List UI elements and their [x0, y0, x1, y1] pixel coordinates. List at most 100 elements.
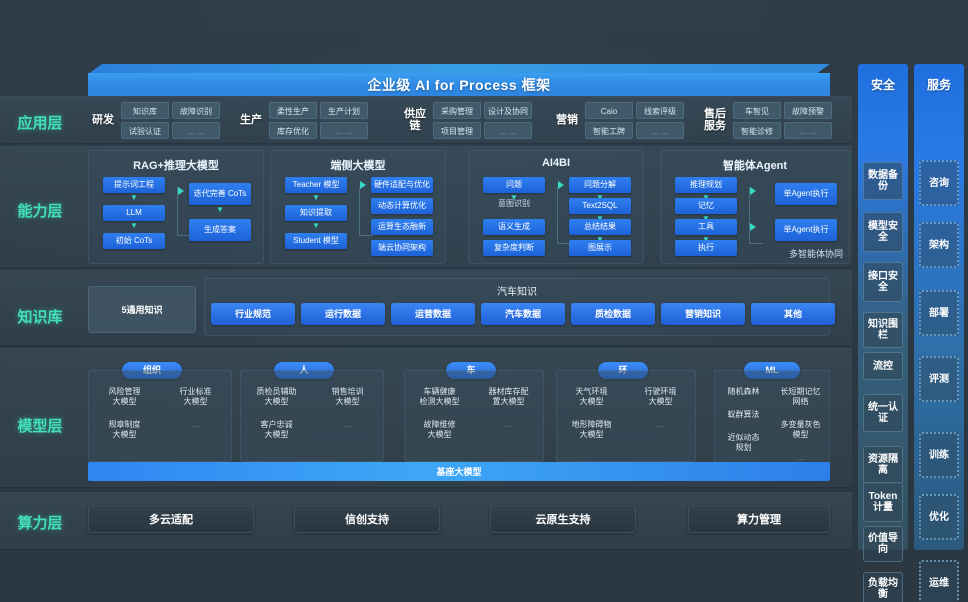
capability-node[interactable]: 硬件适配与优化	[371, 177, 433, 193]
knowledge-chip[interactable]: 营销知识	[661, 303, 745, 325]
capability-node[interactable]: 总结结果	[569, 219, 631, 235]
model-item[interactable]: …	[191, 420, 200, 429]
model-item[interactable]: 风险管理 大模型	[108, 387, 141, 406]
model-item[interactable]: 近似动态 规划	[727, 433, 760, 452]
model-item[interactable]: 客户忠诚 大模型	[260, 420, 293, 439]
knowledge-chip[interactable]: 行业规范	[211, 303, 295, 325]
capability-node[interactable]: 生成答案	[189, 219, 251, 241]
model-item[interactable]: 行业标准 大模型	[179, 387, 212, 406]
capability-node[interactable]: 问题分解	[569, 177, 631, 193]
application-chip[interactable]: 故障识别	[172, 101, 220, 119]
model-item[interactable]: 行驶环境 大模型	[644, 387, 677, 406]
model-item[interactable]: 多变量灰色 模型	[780, 420, 821, 439]
service-item[interactable]: 咨询	[919, 160, 959, 206]
service-item[interactable]: 优化	[919, 494, 959, 540]
security-item[interactable]: 接口安全	[863, 262, 903, 302]
model-item[interactable]: 销售培训 大模型	[331, 387, 364, 406]
application-chip[interactable]: … …	[484, 121, 532, 139]
application-chip[interactable]: … …	[320, 121, 368, 139]
capability-node[interactable]: 单Agent执行	[775, 183, 837, 205]
capability-node[interactable]: 图展示	[569, 240, 631, 256]
model-item[interactable]: 长短期记忆 网络	[780, 387, 821, 406]
capability-node[interactable]: 提示词工程	[103, 177, 165, 193]
security-item[interactable]: 价值导向	[863, 526, 903, 562]
capability-node[interactable]: 迭代完善 CoTs	[189, 183, 251, 205]
application-chip[interactable]: 设计及协同	[484, 101, 532, 119]
capability-node[interactable]: 语义生成	[483, 219, 545, 235]
capability-node[interactable]: 初始 CoTs	[103, 233, 165, 249]
model-group-pill[interactable]: 车	[446, 362, 496, 379]
compute-chip[interactable]: 云原生支持	[490, 505, 636, 533]
capability-node[interactable]: 工具	[675, 219, 737, 235]
capability-node[interactable]: 端云协同架构	[371, 240, 433, 256]
application-chip[interactable]: 柔性生产	[269, 101, 317, 119]
capability-node[interactable]: 执行	[675, 240, 737, 256]
model-item[interactable]: …	[796, 453, 805, 462]
capability-node[interactable]: 复杂度判断	[483, 240, 545, 256]
model-group-pill[interactable]: ML	[744, 362, 800, 379]
capability-node[interactable]: 运算生态融新	[371, 219, 433, 235]
capability-node[interactable]: 记忆	[675, 198, 737, 214]
service-item[interactable]: 架构	[919, 222, 959, 268]
service-item[interactable]: 部署	[919, 290, 959, 336]
service-item[interactable]: 评测	[919, 356, 959, 402]
security-item[interactable]: 负载均衡	[863, 572, 903, 602]
model-group-pill[interactable]: 人	[274, 362, 334, 379]
application-chip[interactable]: 智能工牌	[585, 121, 633, 139]
service-item[interactable]: 运维	[919, 560, 959, 602]
service-item[interactable]: 训练	[919, 432, 959, 478]
knowledge-chip[interactable]: 其他	[751, 303, 835, 325]
model-item[interactable]: 质检员辅助 大模型	[256, 387, 297, 406]
model-item[interactable]: …	[656, 420, 665, 429]
security-item[interactable]: 知识围栏	[863, 312, 903, 348]
application-chip[interactable]: 线索评级	[636, 101, 684, 119]
capability-node[interactable]: LLM	[103, 205, 165, 221]
application-chip[interactable]: 项目管理	[433, 121, 481, 139]
application-chip[interactable]: 试验认证	[121, 121, 169, 139]
model-item[interactable]: 故障维修 大模型	[423, 420, 456, 439]
capability-node[interactable]: 问题	[483, 177, 545, 193]
model-item[interactable]: …	[343, 420, 352, 429]
model-group-pill[interactable]: 组织	[122, 362, 182, 379]
knowledge-chip[interactable]: 运行数据	[301, 303, 385, 325]
compute-chip[interactable]: 信创支持	[294, 505, 440, 533]
capability-node[interactable]: 单Agent执行	[775, 219, 837, 241]
application-chip[interactable]: 库存优化	[269, 121, 317, 139]
capability-node[interactable]: Text2SQL	[569, 198, 631, 214]
model-item[interactable]: …	[504, 420, 513, 429]
capability-node[interactable]: 推理规划	[675, 177, 737, 193]
application-chip[interactable]: 车智见	[733, 101, 781, 119]
capability-node[interactable]: 知识提取	[285, 205, 347, 221]
capability-node[interactable]: Student 模型	[285, 233, 347, 249]
application-chip[interactable]: 智能诊修	[733, 121, 781, 139]
model-item[interactable]: 天气环境 大模型	[575, 387, 608, 406]
application-chip[interactable]: 故障预警	[784, 101, 832, 119]
security-item[interactable]: 统一认证	[863, 394, 903, 432]
compute-chip[interactable]: 多云适配	[88, 505, 254, 533]
model-item[interactable]: 规章制度 大模型	[108, 420, 141, 439]
knowledge-chip[interactable]: 运营数据	[391, 303, 475, 325]
model-item[interactable]: 车辆健康 检测大模型	[419, 387, 460, 406]
capability-node[interactable]: 意图识别	[498, 199, 530, 208]
application-chip[interactable]: … …	[784, 121, 832, 139]
model-item[interactable]: 器材库存配 置大模型	[488, 387, 529, 406]
application-chip[interactable]: … …	[172, 121, 220, 139]
security-item[interactable]: 资源隔离	[863, 446, 903, 484]
security-item[interactable]: 流控	[863, 352, 903, 380]
application-chip[interactable]: 生产计划	[320, 101, 368, 119]
model-item[interactable]: 地形障碍物 大模型	[571, 420, 612, 439]
model-item[interactable]: 随机森林	[727, 387, 760, 396]
model-group-pill[interactable]: 环	[598, 362, 648, 379]
security-item[interactable]: Token计量	[863, 482, 903, 522]
capability-node[interactable]: Teacher 模型	[285, 177, 347, 193]
model-item[interactable]: 蚁群算法	[727, 410, 760, 419]
application-chip[interactable]: Caio	[585, 101, 633, 119]
knowledge-chip[interactable]: 汽车数据	[481, 303, 565, 325]
application-chip[interactable]: … …	[636, 121, 684, 139]
capability-node[interactable]: 动态计算优化	[371, 198, 433, 214]
compute-chip[interactable]: 算力管理	[688, 505, 830, 533]
application-chip[interactable]: 知识库	[121, 101, 169, 119]
security-item[interactable]: 数据备份	[863, 162, 903, 200]
security-item[interactable]: 模型安全	[863, 212, 903, 252]
knowledge-chip[interactable]: 质检数据	[571, 303, 655, 325]
